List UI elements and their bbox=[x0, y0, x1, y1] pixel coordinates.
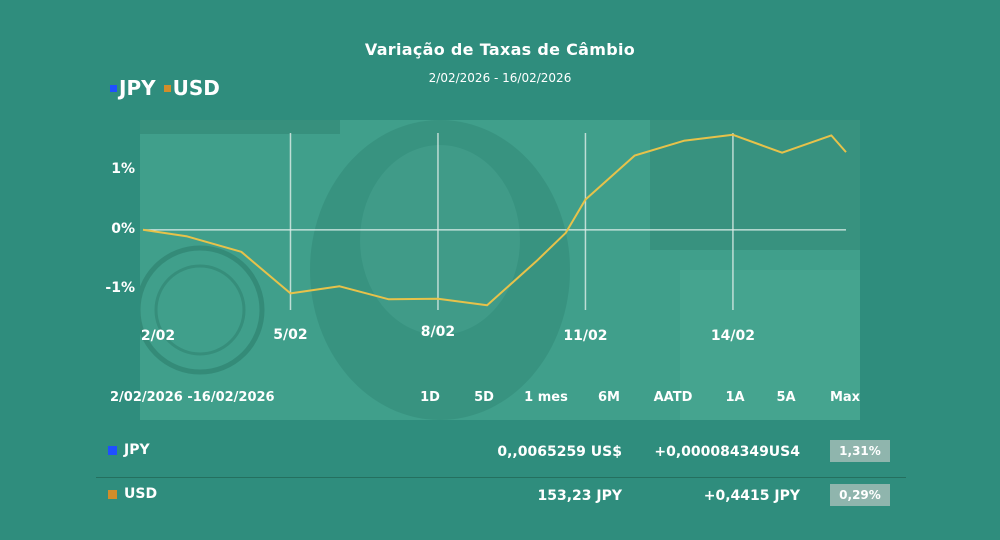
chart-subtitle: 2/02/2026 - 16/02/2026 bbox=[428, 71, 572, 85]
currency-change: +0,000084349US4 bbox=[654, 444, 800, 460]
legend-item-jpy: JPY bbox=[110, 76, 156, 100]
currency-change: +0,4415 JPY bbox=[703, 488, 800, 504]
chart-legend: JPY USD bbox=[110, 76, 228, 100]
legend-swatch-jpy bbox=[110, 84, 117, 92]
currency-percent-badge: 0,29% bbox=[830, 484, 890, 506]
legend-swatch-usd bbox=[163, 84, 171, 92]
currency-value: 153,23 JPY bbox=[537, 488, 622, 504]
period-button-aatd[interactable]: AATD bbox=[653, 390, 693, 405]
currency-percent-badge: 1,31% bbox=[830, 440, 890, 462]
row-divider bbox=[96, 477, 906, 478]
period-button-5a[interactable]: 5A bbox=[776, 390, 796, 405]
chart-title: Variação de Taxas de Câmbio bbox=[364, 40, 636, 59]
currency-swatch-usd bbox=[108, 490, 117, 499]
period-button-6m[interactable]: 6M bbox=[598, 390, 620, 405]
period-button-max[interactable]: Max bbox=[829, 390, 861, 405]
date-range-label: 2/02/2026 -16/02/2026 bbox=[110, 390, 275, 405]
y-tick-label: -1% bbox=[105, 280, 135, 297]
currency-value: 0,,0065259 US$ bbox=[497, 444, 622, 460]
currency-name: USD bbox=[124, 486, 158, 502]
x-tick-label: 14/02 bbox=[710, 328, 755, 344]
x-tick-label: 8/02 bbox=[420, 324, 456, 340]
period-button-1a[interactable]: 1A bbox=[725, 390, 745, 405]
period-button-1-mes[interactable]: 1 mes bbox=[524, 390, 568, 405]
currency-name: JPY bbox=[124, 442, 150, 458]
series-line-usd bbox=[142, 133, 847, 307]
x-tick-label: 11/02 bbox=[563, 328, 608, 344]
legend-label-usd: USD bbox=[172, 76, 220, 100]
legend-item-usd: USD bbox=[163, 76, 220, 100]
banknote-background-image bbox=[140, 120, 860, 420]
currency-row-usd[interactable]: USD 153,23 JPY +0,4415 JPY 0,29% bbox=[96, 474, 906, 518]
x-tick-label: 5/02 bbox=[273, 327, 308, 343]
y-tick-label: 1% bbox=[111, 161, 135, 178]
currency-swatch-jpy bbox=[108, 446, 117, 455]
legend-label-jpy: JPY bbox=[119, 76, 156, 100]
currency-row-jpy[interactable]: JPY 0,,0065259 US$ +0,000084349US4 1,31% bbox=[96, 430, 906, 474]
y-tick-label: 0% bbox=[111, 220, 135, 237]
period-button-1d[interactable]: 1D bbox=[420, 390, 440, 405]
period-button-5d[interactable]: 5D bbox=[474, 390, 494, 405]
x-tick-label: 2/02 bbox=[140, 328, 176, 344]
